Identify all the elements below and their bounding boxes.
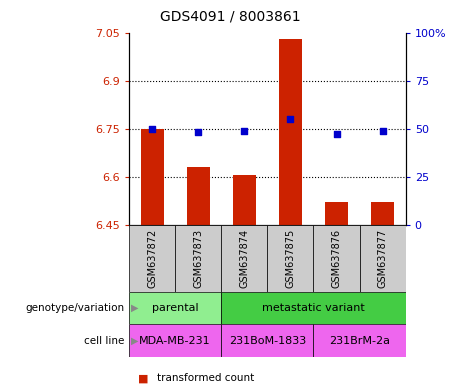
Text: GSM637872: GSM637872 bbox=[147, 228, 157, 288]
Text: GSM637877: GSM637877 bbox=[378, 228, 388, 288]
Bar bbox=[221, 324, 313, 357]
Text: genotype/variation: genotype/variation bbox=[25, 303, 124, 313]
Point bbox=[195, 129, 202, 136]
Text: 231BrM-2a: 231BrM-2a bbox=[329, 336, 390, 346]
Text: 231BoM-1833: 231BoM-1833 bbox=[229, 336, 306, 346]
Text: cell line: cell line bbox=[84, 336, 124, 346]
Bar bbox=[129, 324, 221, 357]
Bar bbox=[279, 39, 302, 225]
Text: ■: ■ bbox=[138, 373, 149, 383]
Text: MDA-MB-231: MDA-MB-231 bbox=[139, 336, 211, 346]
Point bbox=[333, 131, 340, 137]
Point bbox=[379, 127, 386, 134]
Text: GSM637875: GSM637875 bbox=[285, 228, 296, 288]
Text: parental: parental bbox=[152, 303, 199, 313]
Text: ▶: ▶ bbox=[131, 303, 139, 313]
Bar bbox=[129, 292, 221, 324]
Point bbox=[148, 126, 156, 132]
Text: GDS4091 / 8003861: GDS4091 / 8003861 bbox=[160, 10, 301, 23]
Text: GSM637874: GSM637874 bbox=[239, 229, 249, 288]
Bar bbox=[360, 225, 406, 292]
Point bbox=[287, 116, 294, 122]
Text: transformed count: transformed count bbox=[157, 373, 254, 383]
Text: metastatic variant: metastatic variant bbox=[262, 303, 365, 313]
Bar bbox=[313, 324, 406, 357]
Bar bbox=[267, 225, 313, 292]
Bar bbox=[371, 202, 394, 225]
Text: ▶: ▶ bbox=[131, 336, 139, 346]
Bar bbox=[221, 225, 267, 292]
Bar bbox=[221, 292, 406, 324]
Point bbox=[241, 127, 248, 134]
Text: GSM637873: GSM637873 bbox=[193, 229, 203, 288]
Bar bbox=[175, 225, 221, 292]
Bar bbox=[325, 202, 348, 225]
Text: GSM637876: GSM637876 bbox=[331, 229, 342, 288]
Bar bbox=[141, 129, 164, 225]
Bar bbox=[129, 225, 175, 292]
Bar bbox=[313, 225, 360, 292]
Bar bbox=[187, 167, 210, 225]
Bar bbox=[233, 175, 256, 225]
